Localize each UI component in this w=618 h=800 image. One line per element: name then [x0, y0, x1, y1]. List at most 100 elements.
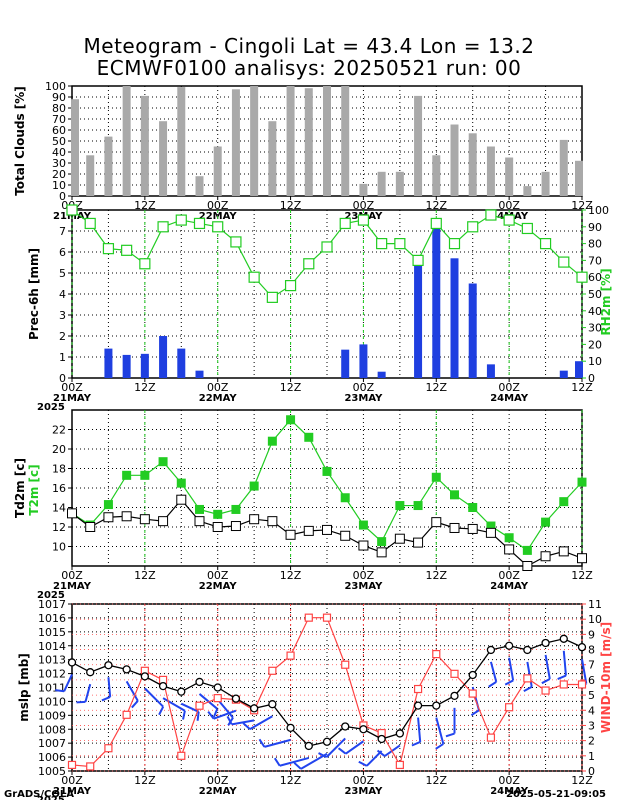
date-label: 24MAY	[490, 581, 529, 592]
rh-marker	[230, 236, 242, 248]
td2m-marker	[485, 527, 496, 538]
td2m-marker	[158, 516, 169, 527]
precip-bar	[575, 361, 583, 378]
mslp-marker	[559, 634, 568, 643]
wind-barb-feather	[445, 732, 455, 738]
precip-bar	[104, 348, 113, 378]
rh-marker	[394, 238, 406, 250]
t2m-marker	[468, 503, 478, 512]
time-tick-label: 12Z	[280, 381, 302, 394]
t2m-marker	[577, 477, 587, 487]
precip-bar	[414, 258, 423, 378]
td2m-marker	[376, 547, 387, 558]
cloud-bar	[323, 86, 331, 196]
precip-bar	[559, 370, 568, 378]
y-tick-label: 1014	[38, 640, 66, 653]
td2m-marker	[322, 524, 332, 535]
date-label: 22MAY	[199, 393, 238, 404]
td2m-marker	[522, 561, 533, 571]
y-tick-label: 1007	[38, 737, 66, 750]
mslp-marker	[304, 741, 313, 751]
mslp-panel: 00Z 12Z 00Z 12Z 00Z 12Z 00Z 12Z 21MAY 22MAY 23MAY 2…	[17, 598, 613, 800]
wind-barb-feather	[182, 710, 186, 720]
time-tick-label: 00Z	[353, 199, 375, 212]
rh-marker	[376, 238, 388, 250]
precip-bar	[122, 354, 131, 378]
y-tick-label: 1006	[38, 751, 66, 764]
time-tick-label: 12Z	[571, 569, 593, 582]
y-tick-label: 20	[52, 443, 66, 456]
t2m-marker	[195, 504, 204, 514]
y-tick-label: 20	[52, 168, 66, 181]
right-y-tick-label: 100	[588, 204, 609, 217]
precip-bar	[359, 344, 368, 378]
time-tick-label: 12Z	[280, 199, 302, 212]
right-y-tick-label: 5	[588, 689, 595, 702]
wind-barb	[63, 674, 73, 692]
td2m-marker	[504, 544, 515, 555]
y-tick-label: 1015	[38, 626, 66, 639]
rh-marker	[412, 254, 424, 266]
wind-marker	[67, 760, 77, 770]
time-tick-label: 12Z	[134, 381, 156, 394]
cloud-bar	[523, 186, 532, 196]
time-tick-label: 12Z	[571, 381, 593, 394]
cloud-bar	[304, 88, 313, 196]
td2m-marker	[358, 540, 369, 551]
time-tick-label: 00Z	[207, 774, 229, 787]
mslp-marker	[86, 668, 95, 677]
td2m-marker	[139, 514, 150, 525]
wind-barb	[144, 687, 164, 708]
wind-marker	[286, 651, 295, 660]
right-y-tick-label: 10	[588, 613, 602, 626]
y-tick-label: 60	[52, 124, 66, 137]
y-tick-label: 1	[59, 351, 66, 364]
t2m-marker	[450, 490, 459, 500]
time-tick-label: 12Z	[280, 569, 302, 582]
td2m-marker	[540, 551, 551, 562]
rh-marker	[102, 243, 115, 255]
rh-marker	[521, 222, 533, 235]
rh-marker	[266, 291, 278, 303]
mslp-marker	[486, 645, 496, 655]
mslp-marker	[104, 661, 113, 670]
cloud-bar	[559, 139, 568, 196]
chart-title-line2: ECMWF0100 analisys: 20250521 run: 00	[96, 56, 522, 80]
cloud-bar	[104, 136, 113, 196]
td2m-marker	[340, 530, 351, 541]
time-tick-label: 12Z	[571, 199, 593, 212]
cloud-bar	[486, 146, 495, 196]
mslp-marker	[268, 700, 277, 709]
td2m-marker	[431, 517, 442, 528]
cloud-bar	[505, 157, 514, 196]
wind-barb-feather	[376, 749, 386, 757]
precip-bar	[486, 364, 495, 378]
td2m-marker	[413, 537, 424, 548]
y-tick-label: 16	[52, 482, 66, 495]
precip-bar	[432, 222, 441, 378]
y-tick-label: 2	[59, 330, 66, 343]
wind-marker	[577, 680, 587, 689]
year-label: 2025	[37, 402, 65, 413]
wind-marker	[322, 613, 332, 622]
wind-marker	[486, 733, 496, 742]
wind-barb-feather	[196, 711, 200, 721]
precip-bar	[450, 258, 459, 378]
y-tick-label: 70	[52, 113, 66, 126]
td2m-marker	[121, 511, 132, 522]
wind-marker	[468, 689, 477, 698]
wind-barb	[325, 737, 346, 758]
y-tick-label: 12	[52, 521, 66, 534]
mslp-marker	[286, 723, 295, 733]
time-tick-label: 12Z	[134, 774, 156, 787]
y-tick-label: 0	[59, 372, 66, 385]
right-y-tick-label: 80	[588, 238, 602, 251]
date-label: 22MAY	[199, 581, 238, 592]
t2m-marker	[559, 497, 569, 507]
cloud-bar	[541, 171, 550, 196]
wind-barb	[489, 661, 498, 683]
rh-marker	[157, 221, 169, 233]
precip-bar	[140, 353, 149, 378]
clouds-axis-label: Total Clouds [%]	[13, 86, 27, 196]
cloud-bar	[414, 95, 423, 196]
